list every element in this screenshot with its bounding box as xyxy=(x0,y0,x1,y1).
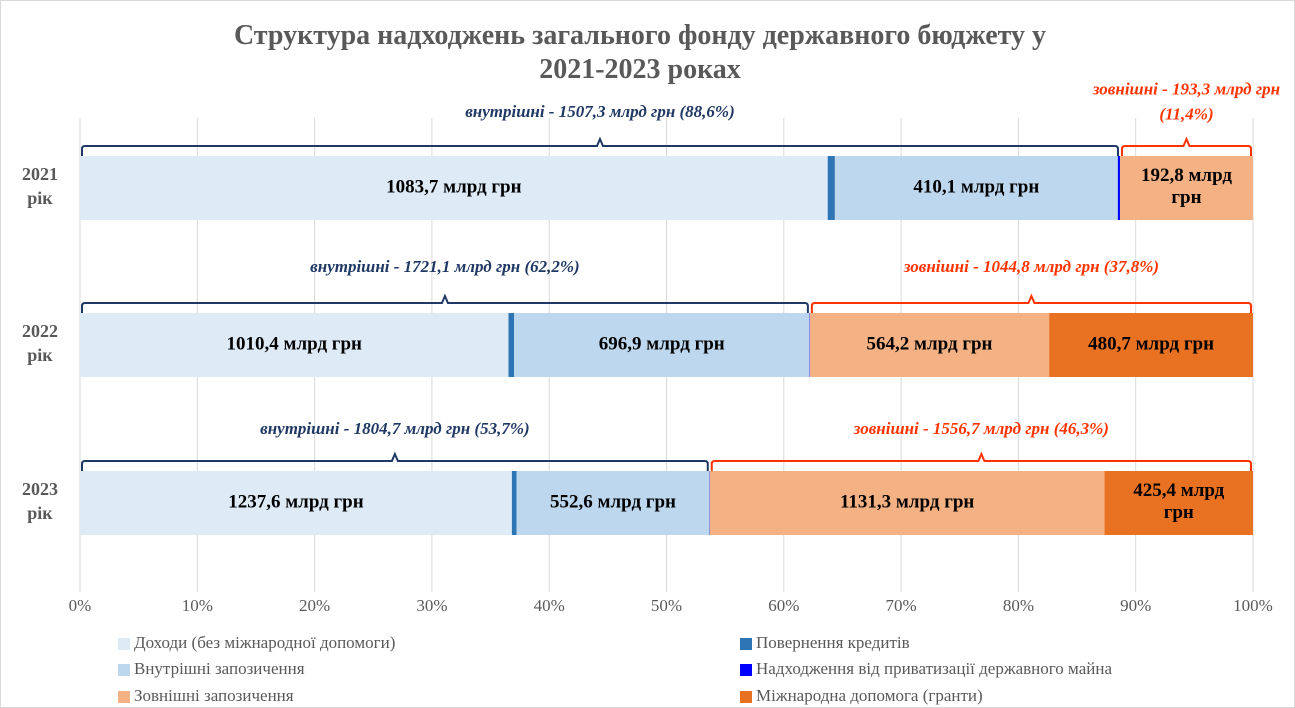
data-label: 410,1 млрд грн xyxy=(913,176,1039,197)
bar-segment xyxy=(1104,471,1253,535)
x-tick-label: 20% xyxy=(299,596,330,615)
bar-segment xyxy=(709,471,1105,535)
bracket xyxy=(81,136,1119,156)
annotation: зовнішні - 1044,8 млрд грн (37,8%) xyxy=(903,257,1159,276)
legend-label: Міжнародна допомога (гранти) xyxy=(756,686,983,705)
legend-swatch xyxy=(740,664,752,676)
x-tick-label: 70% xyxy=(886,596,917,615)
bar-segment xyxy=(709,471,710,535)
data-label: 1237,6 млрд грн xyxy=(228,491,363,512)
bracket xyxy=(810,293,1252,313)
legend-swatch xyxy=(118,664,130,676)
bar-segment xyxy=(809,313,1050,377)
bar-segment xyxy=(514,313,810,377)
bar-segment xyxy=(1117,156,1120,220)
bar-segment xyxy=(80,156,828,220)
data-label: 1131,3 млрд грн xyxy=(840,491,974,512)
legend-label: Внутрішні запозичення xyxy=(134,659,305,678)
bar-segment xyxy=(1049,313,1253,377)
x-tick-label: 50% xyxy=(651,596,682,615)
data-label: 564,2 млрд грн xyxy=(867,333,993,354)
legend-label: Надходження від приватизації державного … xyxy=(756,659,1112,678)
data-label: 480,7 млрд грн xyxy=(1088,333,1214,354)
bar-segment xyxy=(80,313,509,377)
x-tick-label: 10% xyxy=(182,596,213,615)
x-tick-label: 90% xyxy=(1120,596,1151,615)
bracket xyxy=(81,451,709,471)
x-tick-label: 30% xyxy=(416,596,447,615)
data-label: 552,6 млрд грн xyxy=(550,491,676,512)
bracket xyxy=(1120,136,1252,156)
y-tick-label: 2023 рік xyxy=(22,479,58,523)
x-tick-label: 60% xyxy=(768,596,799,615)
annotation: зовнішні - 193,3 млрд грн (11,4%) xyxy=(1092,79,1280,123)
bar-segment xyxy=(508,313,515,377)
legend-swatch xyxy=(740,638,752,650)
legend-label: Доходи (без міжнародної допомоги) xyxy=(134,633,395,652)
chart-title: Структура надходжень загального фонду де… xyxy=(234,20,1046,85)
annotation: внутрішні - 1721,1 млрд грн (62,2%) xyxy=(310,257,580,276)
legend-swatch xyxy=(118,691,130,703)
bar-segment xyxy=(834,156,1118,220)
x-tick-label: 0% xyxy=(69,596,92,615)
data-label: 1010,4 млрд грн xyxy=(227,333,362,354)
annotation: зовнішні - 1556,7 млрд грн (46,3%) xyxy=(853,419,1109,438)
data-label: 425,4 млрд грн xyxy=(1133,480,1224,523)
bar-segment xyxy=(1119,156,1253,220)
bar-segment xyxy=(809,313,811,377)
bracket xyxy=(710,451,1252,471)
data-label: 696,9 млрд грн xyxy=(599,333,725,354)
y-tick-label: 2021 рік xyxy=(22,164,58,208)
y-tick-label: 2022 рік xyxy=(22,321,58,365)
bar-segment xyxy=(80,471,512,535)
x-tick-label: 80% xyxy=(1003,596,1034,615)
legend-label: Повернення кредитів xyxy=(756,633,910,652)
bar-segment xyxy=(511,471,517,535)
annotation: внутрішні - 1804,7 млрд грн (53,7%) xyxy=(260,419,530,438)
x-tick-label: 40% xyxy=(534,596,565,615)
bar-segment xyxy=(516,471,710,535)
data-label: 1083,7 млрд грн xyxy=(386,176,521,197)
x-tick-label: 100% xyxy=(1233,596,1273,615)
data-label: 192,8 млрд грн xyxy=(1141,165,1232,208)
annotation: внутрішні - 1507,3 млрд грн (88,6%) xyxy=(465,102,735,121)
legend-swatch xyxy=(740,691,752,703)
legend-swatch xyxy=(118,638,130,650)
legend-label: Зовнішні запозичення xyxy=(134,686,294,705)
bar-segment xyxy=(827,156,835,220)
bracket xyxy=(81,293,809,313)
